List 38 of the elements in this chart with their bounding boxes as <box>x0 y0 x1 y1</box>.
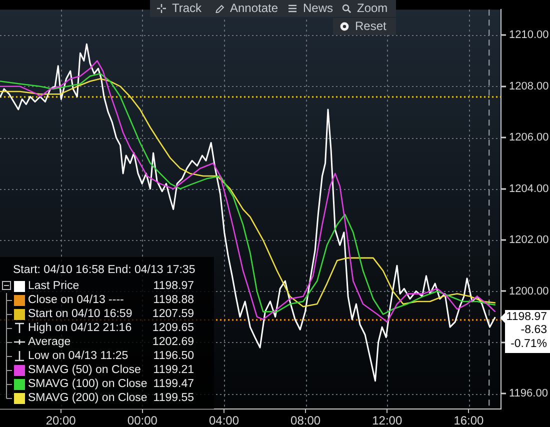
annotation: Start on 04/10 16:59 <box>28 307 132 321</box>
legend-label: SMAVG (50) on Close <box>28 363 141 377</box>
annotation: 1199.55 <box>153 391 194 405</box>
x-tick-label: 20:00 <box>46 414 76 427</box>
annotation: 1199.47 <box>153 377 194 391</box>
price-tag: 1198.97 -8.63 -0.71% <box>505 310 550 354</box>
annotation: Annotate <box>230 1 278 16</box>
y-tick-label: 1210.00 <box>509 29 549 42</box>
annotation: Low on 04/13 11:25 <box>28 349 128 363</box>
y-tick-label: 1200.00 <box>509 285 549 298</box>
annotation: 1202.69 <box>152 335 194 349</box>
legend-label: SMAVG (200) on Close <box>28 391 148 405</box>
annotation: Close on 04/13 ---- <box>28 293 124 307</box>
x-tick-label: 00:00 <box>127 414 158 427</box>
x-tick-label: 16:00 <box>454 414 484 427</box>
y-tick-label: 1202.00 <box>509 234 549 246</box>
y-tick-label: 1196.00 <box>509 388 548 400</box>
x-tick-label: 04:00 <box>208 414 240 427</box>
annotation: 1196.50 <box>153 349 194 363</box>
annotation: 1198.88 <box>153 293 194 307</box>
y-tick-label: 1204.00 <box>509 182 549 195</box>
x-tick-label: 12:00 <box>372 414 402 427</box>
y-tick-label: 1208.00 <box>509 80 549 92</box>
annotation: 1199.21 <box>153 363 194 377</box>
legend-label: Last Price <box>28 279 80 293</box>
annotation: 1209.65 <box>152 321 194 335</box>
legend-label: SMAVG (100) on Close <box>28 377 148 391</box>
y-tick-label: 1206.00 <box>509 132 549 144</box>
annotation: Zoom <box>357 1 388 16</box>
legend-title: Start: 04/10 16:58 End: 04/13 17:35 <box>13 263 196 277</box>
annotation: Reset <box>355 19 386 34</box>
annotation: News <box>303 1 334 16</box>
annotation: High on 04/12 21:16 <box>28 321 132 335</box>
x-tick-label: 08:00 <box>290 414 321 427</box>
annotation: 1207.59 <box>152 307 194 321</box>
annotation: 1198.97 <box>153 279 194 293</box>
annotation: Average <box>28 335 71 349</box>
annotation: Track <box>172 1 202 16</box>
